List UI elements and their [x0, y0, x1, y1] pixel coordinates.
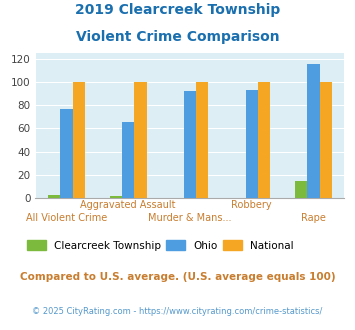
Bar — [184, 91, 196, 198]
Bar — [295, 181, 307, 198]
Text: Aggravated Assault: Aggravated Assault — [80, 200, 176, 210]
Bar — [72, 82, 85, 198]
Bar — [307, 64, 320, 198]
Legend: Clearcreek Township, Ohio, National: Clearcreek Township, Ohio, National — [23, 236, 298, 255]
Text: © 2025 CityRating.com - https://www.cityrating.com/crime-statistics/: © 2025 CityRating.com - https://www.city… — [32, 307, 323, 316]
Text: All Violent Crime: All Violent Crime — [26, 213, 107, 223]
Bar — [110, 196, 122, 198]
Bar — [122, 122, 134, 198]
Bar — [48, 194, 60, 198]
Bar — [320, 82, 332, 198]
Bar — [196, 82, 208, 198]
Bar — [246, 90, 258, 198]
Text: Violent Crime Comparison: Violent Crime Comparison — [76, 30, 279, 44]
Bar — [134, 82, 147, 198]
Text: Compared to U.S. average. (U.S. average equals 100): Compared to U.S. average. (U.S. average … — [20, 272, 335, 282]
Text: Robbery: Robbery — [231, 200, 272, 210]
Bar — [258, 82, 270, 198]
Text: Rape: Rape — [301, 213, 326, 223]
Bar — [60, 109, 72, 198]
Text: 2019 Clearcreek Township: 2019 Clearcreek Township — [75, 3, 280, 17]
Text: Murder & Mans...: Murder & Mans... — [148, 213, 232, 223]
